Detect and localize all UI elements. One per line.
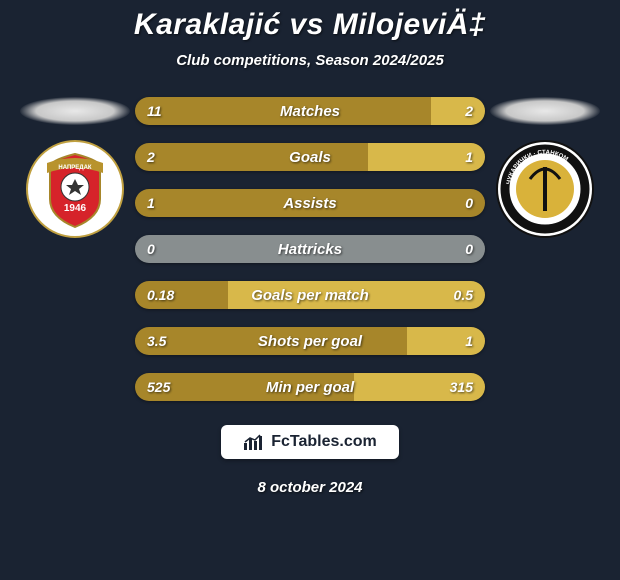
stat-row: 3.51Shots per goal: [135, 327, 485, 355]
svg-text:1946: 1946: [64, 203, 87, 214]
right-team-crest: ЧУКАРИЧКИ · СТАНКОМ: [495, 139, 595, 239]
stat-row: 0.180.5Goals per match: [135, 281, 485, 309]
bar-left-segment: [135, 97, 431, 125]
right-team-col: ЧУКАРИЧКИ · СТАНКОМ: [485, 97, 605, 239]
footer-date: 8 october 2024: [257, 479, 362, 496]
left-team-crest: НАПРЕДАК 1946: [25, 139, 125, 239]
brand-badge: FcTables.com: [221, 425, 399, 459]
chart-icon: [243, 433, 265, 451]
bar-right-segment: [310, 235, 485, 263]
bar-right-segment: [407, 327, 485, 355]
crest-shadow: [20, 97, 130, 125]
svg-text:НАПРЕДАК: НАПРЕДАК: [58, 165, 92, 171]
stat-row: 00Hattricks: [135, 235, 485, 263]
bar-left-segment: [135, 143, 368, 171]
stat-row: 10Assists: [135, 189, 485, 217]
bar-left-segment: [135, 235, 310, 263]
brand-text: FcTables.com: [271, 433, 377, 451]
stat-row: 112Matches: [135, 97, 485, 125]
bar-right-segment: [354, 373, 485, 401]
bar-left-segment: [135, 281, 228, 309]
bar-right-segment: [368, 143, 485, 171]
stat-row: 525315Min per goal: [135, 373, 485, 401]
bar-left-segment: [135, 189, 485, 217]
bar-right-segment: [228, 281, 485, 309]
stat-bars: 112Matches 21Goals 10Assists 00Hattricks 0.1…: [135, 97, 485, 401]
comparison-card: Karaklajić vs MilojeviÄ‡ Club competitio…: [0, 0, 620, 580]
bar-right-segment: [431, 97, 485, 125]
bar-left-segment: [135, 327, 407, 355]
main-row: НАПРЕДАК 1946 112Matches 21Goals 10Assists…: [0, 97, 620, 401]
subtitle: Club competitions, Season 2024/2025: [176, 52, 444, 69]
left-team-col: НАПРЕДАК 1946: [15, 97, 135, 239]
stat-row: 21Goals: [135, 143, 485, 171]
page-title: Karaklajić vs MilojeviÄ‡: [134, 8, 486, 42]
bar-left-segment: [135, 373, 354, 401]
crest-shadow: [490, 97, 600, 125]
